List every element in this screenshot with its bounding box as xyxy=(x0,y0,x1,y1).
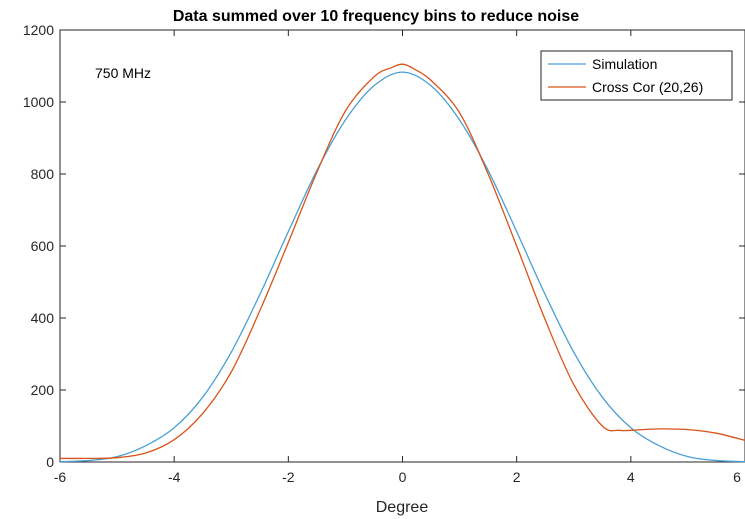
x-tick-label: 0 xyxy=(399,469,407,485)
x-tick-label: 4 xyxy=(627,469,635,485)
y-axis: 0 200 400 600 800 1000 1200 xyxy=(23,22,745,470)
y-tick-label: 1200 xyxy=(23,22,54,38)
x-tick-label: 2 xyxy=(513,469,521,485)
legend: Simulation Cross Cor (20,26) xyxy=(540,50,733,101)
y-tick-label: 800 xyxy=(31,166,55,182)
x-tick-label: 6 xyxy=(733,469,741,485)
legend-box xyxy=(540,50,733,101)
legend-label-simulation: Simulation xyxy=(592,56,657,72)
series-layer xyxy=(59,63,745,463)
y-tick-label: 600 xyxy=(31,238,55,254)
plot-area xyxy=(59,29,745,463)
y-tick-label: 200 xyxy=(31,382,55,398)
legend-label-cross-cor: Cross Cor (20,26) xyxy=(592,79,703,95)
x-tick-label: -2 xyxy=(282,469,295,485)
series-line-cross-cor xyxy=(59,63,745,460)
y-tick-label: 0 xyxy=(46,454,54,470)
x-axis-title: Degree xyxy=(376,499,429,516)
chart-title: Data summed over 10 frequency bins to re… xyxy=(173,8,579,25)
y-tick-label: 1000 xyxy=(23,94,54,110)
frequency-annotation: 750 MHz xyxy=(95,65,151,81)
x-axis: -6 -4 -2 0 2 4 6 xyxy=(54,30,745,485)
series-line-simulation xyxy=(59,71,745,463)
x-tick-label: -6 xyxy=(54,469,67,485)
y-tick-label: 400 xyxy=(31,310,55,326)
x-tick-label: -4 xyxy=(168,469,181,485)
